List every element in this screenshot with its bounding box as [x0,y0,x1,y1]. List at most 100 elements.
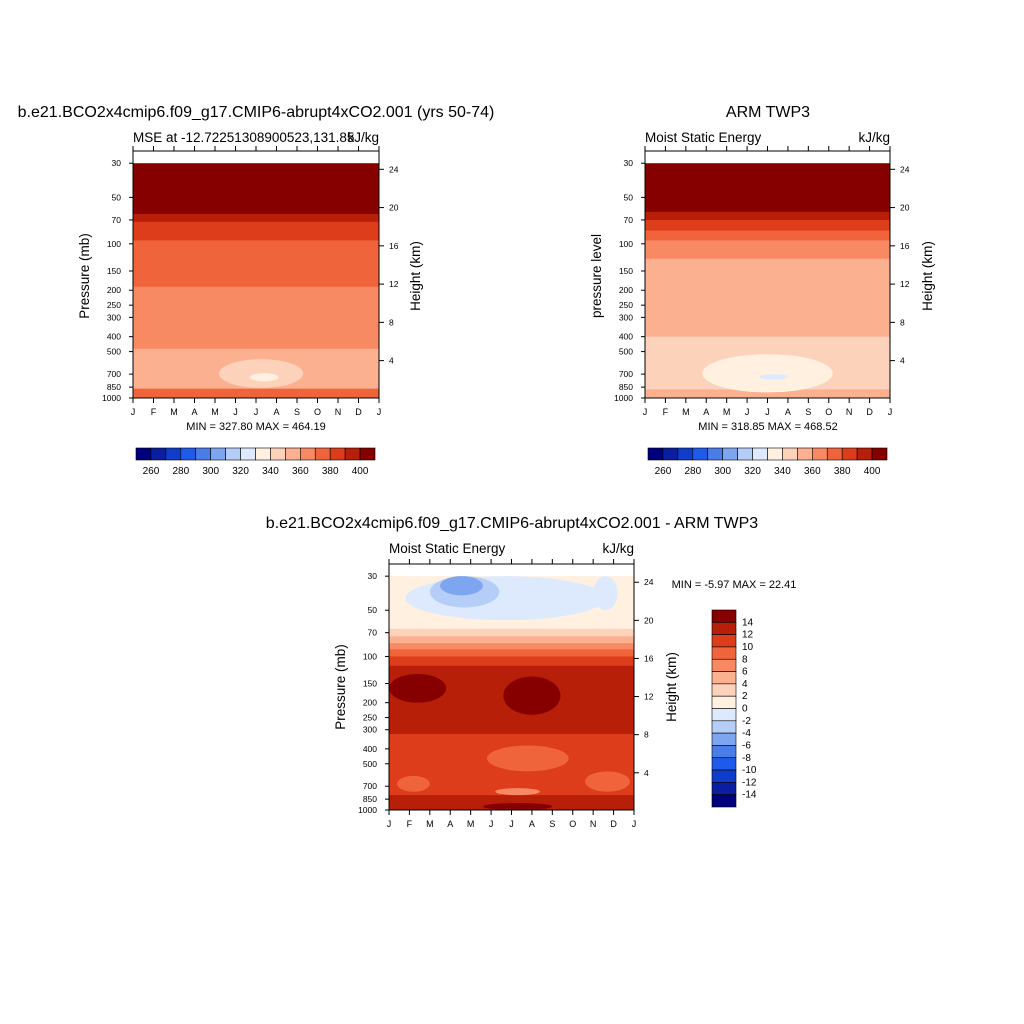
y-tick-label: 200 [107,285,121,295]
contour-region [702,354,833,393]
y-tick-label: 500 [107,347,121,357]
panel-model-ylabel-right: Height (km) [408,241,423,311]
panel-model-units: kJ/kg [347,130,379,145]
panel-obs-title: ARM TWP3 [726,104,810,121]
colorbar-tick-label: 14 [742,617,754,628]
y-tick-label: 30 [112,158,122,168]
colorbar-cell [300,447,316,461]
colorbar-cell [812,447,828,461]
colorbar-cell [180,447,197,461]
colorbar-tick-label: 380 [322,466,339,477]
colorbar-tick-label: 0 [742,704,748,715]
contour-band [645,240,890,260]
panel-diff-ylabel-right: Height (km) [664,652,679,722]
colorbar-tick-label: -8 [742,753,751,764]
y-right-tick-label: 24 [644,577,654,587]
colorbar-cell [647,447,664,461]
colorbar-tick-label: 400 [352,466,369,477]
y-right-tick-label: 20 [644,615,654,625]
y-tick-label: 300 [107,312,121,322]
panel-model-axes: J F M A M J J A S O N D J 30 50 70 100 150 200 250 300 400 500… [102,146,399,417]
colorbar-tick-label: 4 [742,679,748,690]
panel-diff-left-label: Moist Static Energy [389,541,506,556]
contour-band [133,207,379,215]
contour-band [389,643,634,650]
contour-band [645,230,890,241]
y-tick-label: 200 [619,285,633,295]
panel-model-plot [133,163,379,398]
panel-model-ylabel: Pressure (mb) [77,233,92,319]
colorbar-cell [711,708,737,722]
colorbar-cell [711,769,737,783]
colorbar-cell [210,447,226,461]
y-tick-label: 500 [363,759,377,769]
y-tick-label: 250 [107,300,121,310]
contour-region [486,745,569,772]
y-tick-label: 100 [107,239,121,249]
panel-obs-plot [645,163,890,398]
contour-band [133,213,379,223]
contour-band [645,211,890,221]
y-tick-label: 400 [107,332,121,342]
x-tick-label: O [825,407,832,417]
y-tick-label: 500 [619,347,633,357]
y-tick-label: 100 [363,651,377,661]
x-tick-label: D [866,407,873,417]
colorbar-cell [329,447,346,461]
y-tick-label: 700 [619,369,633,379]
x-tick-label: A [447,819,453,829]
colorbar-cell [711,794,737,808]
panel-diff-ylabel: Pressure (mb) [333,644,348,730]
panel-diff-plot [389,576,634,810]
colorbar-tick-label: 2 [742,691,748,702]
colorbar-cell [195,447,211,461]
colorbar-tick-label: -2 [742,716,751,727]
contour-band [389,649,634,657]
panel-model-colorbar: 260 280 300 320 340 360 380 400 [135,447,376,477]
colorbar-cell [711,695,737,709]
colorbar-tick-label: -12 [742,777,757,788]
colorbar-cell [662,447,679,461]
colorbar-cell [711,646,737,660]
y-tick-label: 50 [624,192,634,202]
colorbar-cell [711,609,737,623]
contour-band [645,205,890,213]
colorbar-tick-label: 340 [774,466,791,477]
colorbar-tick-label: 340 [262,466,279,477]
y-right-tick-label: 24 [900,164,910,174]
y-tick-label: 400 [619,332,633,342]
x-tick-label: J [888,407,893,417]
colorbar-tick-label: 400 [864,466,881,477]
x-tick-label: N [335,407,342,417]
y-tick-label: 850 [107,382,121,392]
colorbar-tick-label: -4 [742,728,751,739]
colorbar-cell [344,447,361,461]
contour-band [389,656,634,667]
x-tick-label: M [723,407,731,417]
y-right-tick-label: 20 [900,203,910,213]
colorbar-cell [856,447,873,461]
panel-obs-left-label: Moist Static Energy [645,130,762,145]
y-tick-label: 700 [107,369,121,379]
colorbar-tick-label: 320 [232,466,249,477]
contour-band [133,163,379,208]
colorbar-cell [711,634,737,648]
colorbar-tick-label: -10 [742,765,757,776]
contour-band [389,795,634,810]
colorbar-tick-label: 360 [292,466,309,477]
x-tick-label: A [703,407,709,417]
contour-band [645,258,890,338]
y-right-tick-label: 16 [644,653,654,663]
y-tick-label: 1000 [102,393,121,403]
y-tick-label: 150 [619,266,633,276]
x-tick-label: J [745,407,750,417]
contour-region [397,775,430,792]
x-tick-label: N [846,407,853,417]
x-tick-label: A [529,819,535,829]
y-tick-label: 100 [619,239,633,249]
colorbar-cell [135,447,152,461]
x-tick-label: S [805,407,811,417]
colorbar-cell [270,447,286,461]
contour-region [495,788,541,796]
contour-band [133,388,379,398]
